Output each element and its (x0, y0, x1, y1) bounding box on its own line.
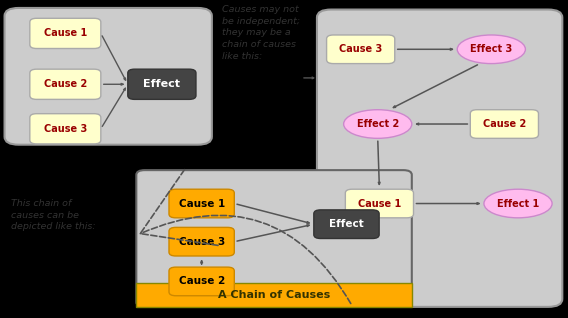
FancyBboxPatch shape (169, 227, 234, 256)
FancyBboxPatch shape (345, 189, 414, 218)
Text: Effect 1: Effect 1 (497, 198, 539, 209)
Ellipse shape (344, 110, 412, 138)
FancyBboxPatch shape (470, 110, 538, 138)
FancyBboxPatch shape (169, 189, 234, 218)
Text: Cause 2: Cause 2 (483, 119, 526, 129)
Text: Cause 3: Cause 3 (44, 124, 87, 134)
Text: Cause 2: Cause 2 (44, 79, 87, 89)
Ellipse shape (484, 189, 552, 218)
Text: A Chain of Causes: A Chain of Causes (218, 290, 330, 300)
FancyBboxPatch shape (30, 114, 101, 144)
FancyBboxPatch shape (136, 170, 412, 307)
Text: Causes may not
be independent;
they may be a
chain of causes
like this:: Causes may not be independent; they may … (222, 5, 300, 61)
FancyBboxPatch shape (314, 210, 379, 238)
FancyBboxPatch shape (128, 69, 196, 99)
FancyBboxPatch shape (136, 283, 412, 307)
Text: Cause 1: Cause 1 (44, 28, 87, 38)
Text: Effect: Effect (143, 79, 181, 89)
Text: Cause 2: Cause 2 (178, 276, 225, 287)
Ellipse shape (457, 35, 525, 64)
FancyBboxPatch shape (317, 10, 562, 307)
FancyBboxPatch shape (327, 35, 395, 64)
Text: Cause 1: Cause 1 (178, 198, 225, 209)
Text: Effect: Effect (329, 219, 364, 229)
FancyBboxPatch shape (5, 8, 212, 145)
FancyBboxPatch shape (30, 69, 101, 99)
FancyArrowPatch shape (140, 169, 351, 303)
FancyBboxPatch shape (30, 18, 101, 48)
Text: This chain of
causes can be
depicted like this:: This chain of causes can be depicted lik… (11, 199, 96, 232)
Text: Cause 1: Cause 1 (358, 198, 401, 209)
Text: Cause 3: Cause 3 (178, 237, 225, 247)
Text: Cause 3: Cause 3 (339, 44, 382, 54)
FancyBboxPatch shape (169, 267, 234, 296)
Text: Effect 2: Effect 2 (357, 119, 399, 129)
Text: Effect 3: Effect 3 (470, 44, 512, 54)
